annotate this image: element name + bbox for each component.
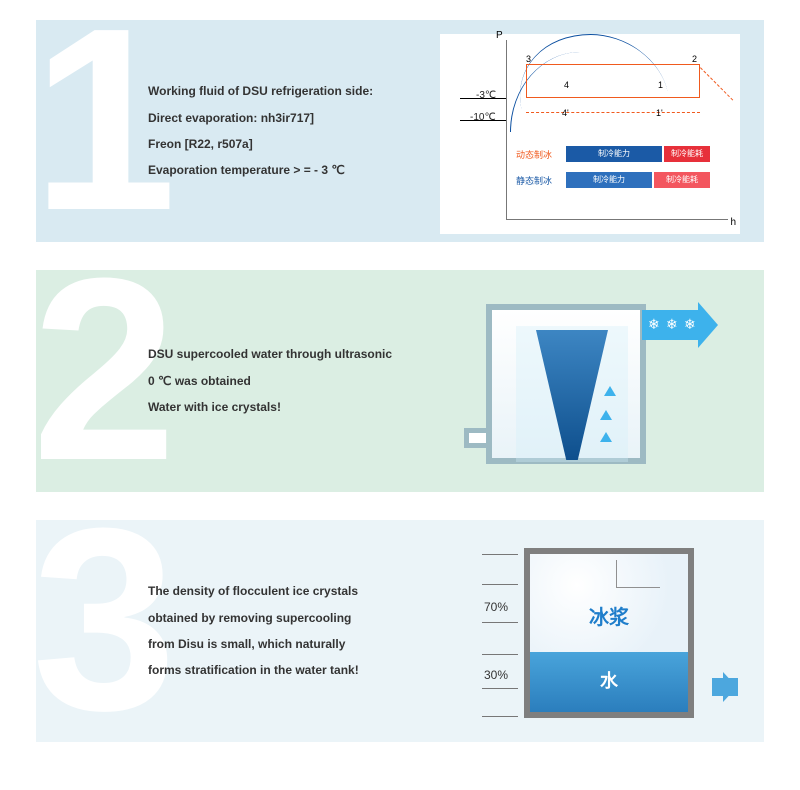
bar-dyn-cap: 制冷能力 — [566, 146, 662, 162]
text-line: Evaporation temperature > = - 3 ℃ — [148, 157, 418, 183]
text-line: Freon [R22, r507a] — [148, 131, 418, 157]
panel-2: 2 DSU supercooled water through ultrason… — [36, 270, 764, 492]
pt-3: 3 — [526, 54, 531, 64]
text-line: obtained by removing supercooling — [148, 605, 418, 631]
scale-label-lower: 30% — [484, 668, 508, 682]
row-dynamic-label: 动态制冰 — [516, 148, 552, 161]
text-line: DSU supercooled water through ultrasonic — [148, 341, 418, 367]
scale-tick — [482, 584, 518, 585]
text-line: Direct evaporation: nh3ir717] — [148, 105, 418, 131]
text-line: Working fluid of DSU refrigeration side: — [148, 78, 418, 104]
text-line: The density of flocculent ice crystals — [148, 578, 418, 604]
tank-outlet-head — [723, 672, 752, 702]
text-line: from Disu is small, which naturally — [148, 631, 418, 657]
pt-1: 1 — [658, 80, 663, 90]
chamber-box — [486, 304, 646, 464]
pt-1p: 1' — [656, 108, 663, 118]
scale-tick — [482, 622, 518, 623]
axis-horizontal — [506, 219, 728, 220]
temp-label-3c: -3℃ — [476, 90, 496, 101]
panel-1: 1 Working fluid of DSU refrigeration sid… — [36, 20, 764, 242]
panel-1-text: Working fluid of DSU refrigeration side:… — [148, 78, 418, 184]
water-label: 水 — [600, 667, 618, 693]
tank-diagram: 70% 30% 冰浆 水 — [450, 540, 730, 730]
snowflake-icon: ❄ — [648, 316, 660, 333]
bar-stat-cap: 制冷能力 — [566, 172, 652, 188]
scale-tick — [482, 688, 518, 689]
scale-tick — [482, 716, 518, 717]
axis-h-label: h — [730, 217, 736, 228]
inlet-port — [464, 428, 486, 448]
axis-p-label: P — [496, 30, 503, 41]
bar-dyn-loss: 制冷能耗 — [664, 146, 710, 162]
top-indicator-line — [616, 560, 660, 588]
snowflake-icon: ❄ — [684, 316, 696, 333]
cycle-rect — [526, 64, 700, 98]
outlet-arrow-head — [698, 302, 741, 348]
temp-label-10c: -10℃ — [470, 112, 496, 123]
text-line: forms stratification in the water tank! — [148, 657, 418, 683]
scale-tick — [482, 654, 518, 655]
scale-label-upper: 70% — [484, 600, 508, 614]
up-arrow-icon — [600, 404, 612, 420]
pt-2: 2 — [692, 54, 697, 64]
text-line: 0 ℃ was obtained — [148, 368, 418, 394]
panel-2-text: DSU supercooled water through ultrasonic… — [148, 341, 418, 420]
tank-box: 冰浆 水 — [524, 548, 694, 718]
axis-vertical — [506, 40, 507, 220]
text-line: Water with ice crystals! — [148, 394, 418, 420]
ph-diagram: P h -3℃ -10℃ 3 2 4 1 4' 1' 动态制冰 制冷能力 制冷能… — [440, 34, 740, 234]
vortex-diagram: ❄ ❄ ❄ — [486, 296, 716, 476]
panel-3-text: The density of flocculent ice crystals o… — [148, 578, 418, 684]
up-arrow-icon — [604, 380, 616, 396]
ice-label: 冰浆 — [589, 601, 629, 630]
panel-3: 3 The density of flocculent ice crystals… — [36, 520, 764, 742]
cycle-dash — [526, 112, 700, 113]
scale-tick — [482, 554, 518, 555]
up-arrow-icon — [600, 426, 612, 442]
bar-stat-loss: 制冷能耗 — [654, 172, 710, 188]
snowflake-icon: ❄ — [666, 316, 678, 333]
pt-4: 4 — [564, 80, 569, 90]
pt-4p: 4' — [562, 108, 569, 118]
diag-line — [700, 35, 764, 100]
row-static-label: 静态制冰 — [516, 174, 552, 187]
